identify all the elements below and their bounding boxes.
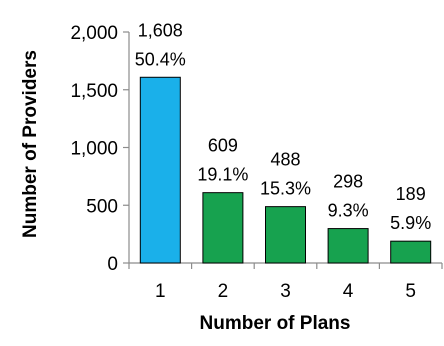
y-tick-label: 2,000 xyxy=(70,23,118,44)
bar-value-label: 488 xyxy=(270,150,300,170)
y-tick-label: 1,500 xyxy=(70,81,118,102)
bar-value-label: 189 xyxy=(396,184,426,204)
bar xyxy=(265,206,306,264)
bar-value-label: 298 xyxy=(333,172,363,192)
x-tick-label: 5 xyxy=(405,281,416,302)
bar xyxy=(202,192,244,264)
x-tick-label: 1 xyxy=(155,281,166,302)
bar-percent-label: 9.3% xyxy=(328,201,369,221)
bar-percent-label: 15.3% xyxy=(260,179,311,199)
data-labels: 1,608 50.4% 609 19.1% 488 15.3% 298 9.3% 189 5.9% xyxy=(135,20,431,233)
y-tick-label: 0 xyxy=(107,254,118,275)
bar-percent-label: 19.1% xyxy=(197,165,248,185)
bar-percent-label: 50.4% xyxy=(135,49,186,69)
x-axis-title: Number of Plans xyxy=(200,313,351,334)
axes: 0 500 1,000 1,500 2,000 1 2 3 4 5 xyxy=(70,23,443,302)
y-axis-title: Number of Providers xyxy=(20,50,41,238)
x-tick-label: 2 xyxy=(218,281,229,302)
bar-value-label: 1,608 xyxy=(138,20,183,40)
y-tick-label: 500 xyxy=(86,196,118,217)
bar-value-label: 609 xyxy=(208,136,238,156)
bars xyxy=(139,76,432,264)
bar-percent-label: 5.9% xyxy=(390,213,431,233)
x-tick-label: 4 xyxy=(343,281,354,302)
bar xyxy=(139,76,181,264)
bar xyxy=(327,228,369,264)
x-tick-label: 3 xyxy=(280,281,291,302)
y-tick-label: 1,000 xyxy=(70,139,118,160)
bar xyxy=(390,240,432,264)
